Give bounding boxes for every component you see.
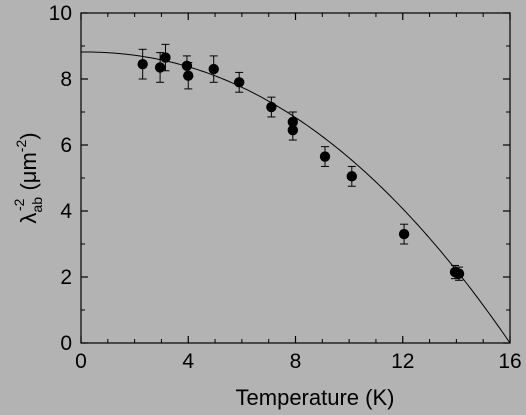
y-tick-label: 2: [60, 266, 72, 289]
data-point: [183, 70, 194, 81]
data-point: [208, 63, 219, 75]
y-tick-label: 8: [60, 68, 72, 91]
chart-marks: [80, 43, 511, 344]
x-axis-label: Temperature (K): [236, 385, 395, 410]
data-point: [154, 62, 166, 73]
x-tick-label: 4: [182, 350, 194, 373]
y-label-unit-superscript: -2: [13, 140, 29, 153]
y-tick-label: 10: [49, 2, 72, 25]
data-point: [181, 60, 193, 71]
y-label-symbol: λ: [16, 213, 41, 224]
y-tick-label: 6: [60, 134, 72, 157]
data-point: [137, 58, 148, 70]
axis-ticks: 0 4 8 12 16 0 2 4 6 8 10: [49, 2, 522, 373]
x-tick-label: 8: [290, 350, 302, 373]
y-label-unit-open: (μm: [16, 152, 41, 190]
x-tick-label: 12: [391, 350, 414, 373]
data-point: [346, 171, 358, 182]
y-label-superscript: -2: [11, 198, 27, 211]
y-axis-label: λab-2(μm-2): [11, 132, 45, 223]
x-tick-label: 0: [75, 350, 87, 373]
data-point: [266, 101, 277, 113]
data-point: [453, 268, 465, 279]
y-tick-label: 0: [60, 332, 72, 355]
data-point: [160, 52, 171, 63]
data-point: [233, 77, 245, 88]
y-label-subscript: ab: [29, 197, 45, 213]
data-point: [319, 151, 331, 162]
data-point: [287, 124, 299, 136]
data-point: [398, 228, 410, 240]
y-label-unit-close: ): [16, 132, 41, 139]
y-tick-label: 4: [60, 200, 72, 223]
x-tick-label: 16: [498, 350, 521, 373]
